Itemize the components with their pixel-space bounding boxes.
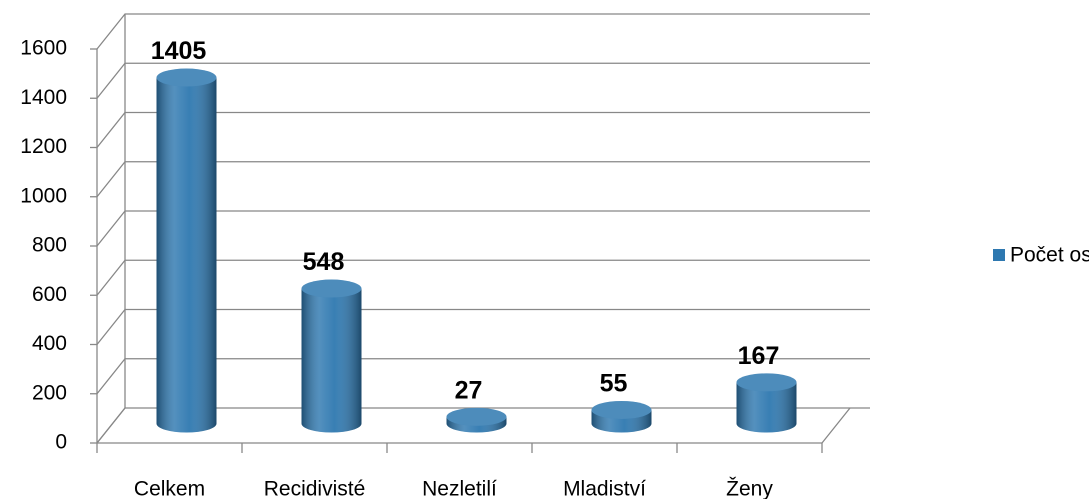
x-tick-label: Recidivisté: [264, 478, 366, 499]
bar-top-shine: [446, 407, 507, 426]
y-tick-label: 600: [32, 283, 67, 306]
grid-line: [96, 210, 870, 247]
bar-shade: [301, 288, 362, 433]
x-tick-label: Nezletilí: [422, 478, 497, 499]
bar-top: [736, 373, 797, 392]
y-tick-label: 1400: [20, 86, 67, 109]
value-label: 548: [303, 248, 345, 276]
bar-shade: [156, 77, 217, 433]
value-label: 1405: [151, 37, 207, 65]
bar-top: [591, 400, 652, 419]
y-tick-label: 1600: [20, 37, 67, 60]
bar-top: [301, 279, 362, 298]
y-tick-label: 200: [32, 381, 67, 404]
x-tick-label: Ženy: [726, 478, 773, 499]
grid-line: [96, 62, 870, 99]
value-label: 167: [738, 342, 780, 370]
grid-line: [96, 13, 870, 50]
grid-line: [96, 161, 870, 198]
bar-top-shine: [301, 279, 362, 298]
legend-swatch: [993, 249, 1005, 261]
y-tick-label: 0: [55, 431, 67, 454]
legend-label: Počet osob: [1010, 244, 1089, 267]
y-tick-label: 1000: [20, 184, 67, 207]
bar-top: [446, 407, 507, 426]
bar-shade: [736, 382, 797, 433]
y-tick-label: 800: [32, 234, 67, 257]
x-tick-label: Mladiství: [563, 478, 646, 499]
bar-top-shine: [156, 68, 217, 87]
grid-line: [96, 308, 870, 345]
grid-line: [96, 111, 870, 148]
value-label: 55: [600, 370, 628, 398]
grid-line: [96, 358, 870, 395]
x-tick-label: Celkem: [134, 478, 205, 499]
bar-top-shine: [591, 400, 652, 419]
y-tick-label: 400: [32, 332, 67, 355]
bar-top: [156, 68, 217, 87]
grid-line: [96, 259, 870, 296]
y-tick-label: 1200: [20, 135, 67, 158]
bar-top-shine: [736, 373, 797, 392]
value-label: 27: [455, 376, 483, 404]
